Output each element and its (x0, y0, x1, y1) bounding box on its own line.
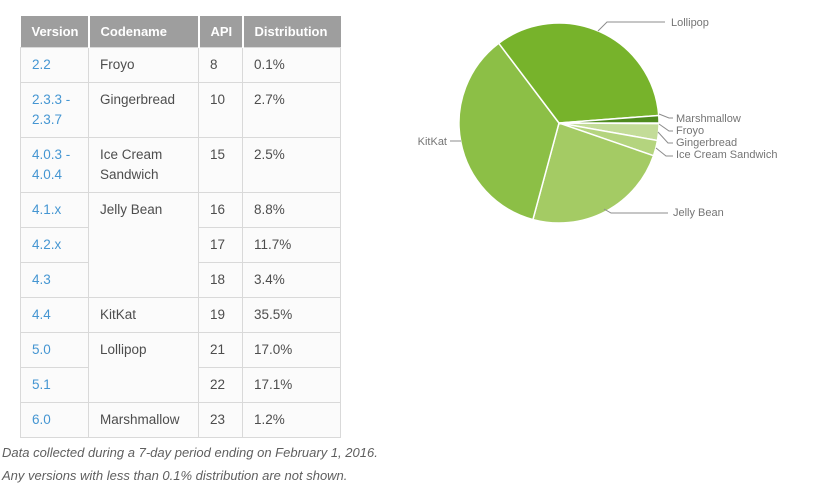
version-link[interactable]: 4.1.x (32, 202, 62, 217)
api-cell: 16 (198, 192, 243, 228)
pie-slices (458, 22, 660, 224)
pie-label-marshmallow: Marshmallow (676, 113, 741, 125)
distribution-cell: 0.1% (242, 47, 341, 83)
api-cell: 23 (198, 402, 243, 438)
distribution-cell: 2.7% (242, 82, 341, 138)
version-link[interactable]: 6.0 (32, 412, 51, 427)
version-cell: 2.2 (20, 47, 89, 83)
footnote-line-1: Data collected during a 7-day period end… (2, 445, 378, 460)
distribution-cell: 8.8% (242, 192, 341, 228)
footnote-line-2: Any versions with less than 0.1% distrib… (2, 468, 348, 483)
distribution-cell: 1.2% (242, 402, 341, 438)
pie-labels: Lollipop Marshmallow Froyo Gingerbread I… (418, 17, 778, 219)
version-cell: 4.3 (20, 262, 89, 298)
version-cell: 6.0 (20, 402, 89, 438)
version-link[interactable]: 4.3 (32, 272, 51, 287)
col-header-version: Version (20, 16, 90, 48)
leader-line-marshmallow (658, 113, 673, 119)
distribution-cell: 17.0% (242, 332, 341, 368)
version-cell: 4.1.x (20, 192, 89, 228)
api-cell: 17 (198, 227, 243, 263)
col-header-codename: Codename (88, 16, 200, 48)
version-table-container: Version Codename API Distribution 2.2 Fr… (20, 16, 341, 438)
version-cell: 5.1 (20, 367, 89, 403)
codename-cell: Lollipop (88, 332, 199, 403)
version-link[interactable]: 4.2.x (32, 237, 62, 252)
table-row-gingerbread: 2.3.3 - 2.3.7 Gingerbread 10 2.7% (20, 82, 341, 138)
pie-label-gingerbread: Gingerbread (676, 137, 737, 149)
version-distribution-table: Version Codename API Distribution 2.2 Fr… (20, 16, 341, 438)
api-cell: 18 (198, 262, 243, 298)
version-cell: 2.3.3 - 2.3.7 (20, 82, 89, 138)
distribution-cell: 3.4% (242, 262, 341, 298)
codename-cell: Froyo (88, 47, 199, 83)
table-row-lollipop-1: 5.0 Lollipop 21 17.0% (20, 332, 341, 403)
codename-cell: Gingerbread (88, 82, 199, 138)
pie-label-lollipop: Lollipop (671, 17, 709, 29)
distribution-cell: 2.5% (242, 137, 341, 193)
codename-cell: Marshmallow (88, 402, 199, 438)
version-cell: 4.2.x (20, 227, 89, 263)
col-header-distribution: Distribution (242, 16, 341, 48)
api-cell: 22 (198, 367, 243, 403)
pie-slice-lollipop (497, 22, 660, 124)
table-row-jelly-bean-2: 4.2.x 17 11.7% (20, 227, 341, 263)
pie-chart: Lollipop Marshmallow Froyo Gingerbread I… (418, 17, 778, 224)
leader-line-froyo (658, 123, 673, 132)
api-cell: 8 (198, 47, 243, 83)
table-row-marshmallow: 6.0 Marshmallow 23 1.2% (20, 402, 341, 438)
footnote: Data collected during a 7-day period end… (2, 441, 442, 487)
version-cell: 5.0 (20, 332, 89, 368)
distribution-cell: 17.1% (242, 367, 341, 403)
leader-line-jelly-bean (603, 208, 668, 214)
leader-line-lollipop (597, 21, 665, 32)
table-header-row: Version Codename API Distribution (20, 16, 341, 48)
api-cell: 19 (198, 297, 243, 333)
codename-cell: Jelly Bean (88, 192, 199, 298)
pie-slice-kitkat (458, 42, 560, 221)
version-cell: 4.4 (20, 297, 89, 333)
version-link[interactable]: 5.0 (32, 342, 51, 357)
pie-label-ice-cream-sandwich: Ice Cream Sandwich (676, 149, 778, 161)
leader-line-ice-cream-sandwich (655, 147, 673, 157)
table-row-ice-cream-sandwich: 4.0.3 - 4.0.4 Ice Cream Sandwich 15 2.5% (20, 137, 341, 193)
version-link[interactable]: 4.0.3 - 4.0.4 (32, 147, 71, 182)
table-row-froyo: 2.2 Froyo 8 0.1% (20, 47, 341, 83)
distribution-cell: 11.7% (242, 227, 341, 263)
version-link[interactable]: 2.3.3 - 2.3.7 (32, 92, 71, 127)
leader-line-gingerbread (657, 131, 673, 144)
pie-leader-lines (450, 21, 673, 214)
pie-label-kitkat: KitKat (418, 136, 447, 148)
pie-slice-marshmallow (558, 114, 660, 124)
table-row-kitkat: 4.4 KitKat 19 35.5% (20, 297, 341, 333)
codename-cell: KitKat (88, 297, 199, 333)
version-link[interactable]: 4.4 (32, 307, 51, 322)
api-cell: 10 (198, 82, 243, 138)
table-row-jelly-bean-3: 4.3 18 3.4% (20, 262, 341, 298)
distribution-cell: 35.5% (242, 297, 341, 333)
pie-slice-jelly-bean (532, 122, 655, 224)
api-cell: 15 (198, 137, 243, 193)
pie-label-jelly-bean: Jelly Bean (673, 207, 724, 219)
codename-cell: Ice Cream Sandwich (88, 137, 199, 193)
table-row-lollipop-2: 5.1 22 17.1% (20, 367, 341, 403)
version-link[interactable]: 5.1 (32, 377, 51, 392)
api-cell: 21 (198, 332, 243, 368)
col-header-api: API (198, 16, 244, 48)
pie-label-froyo: Froyo (676, 125, 704, 137)
table-row-jelly-bean-1: 4.1.x Jelly Bean 16 8.8% (20, 192, 341, 298)
version-cell: 4.0.3 - 4.0.4 (20, 137, 89, 193)
version-link[interactable]: 2.2 (32, 57, 51, 72)
